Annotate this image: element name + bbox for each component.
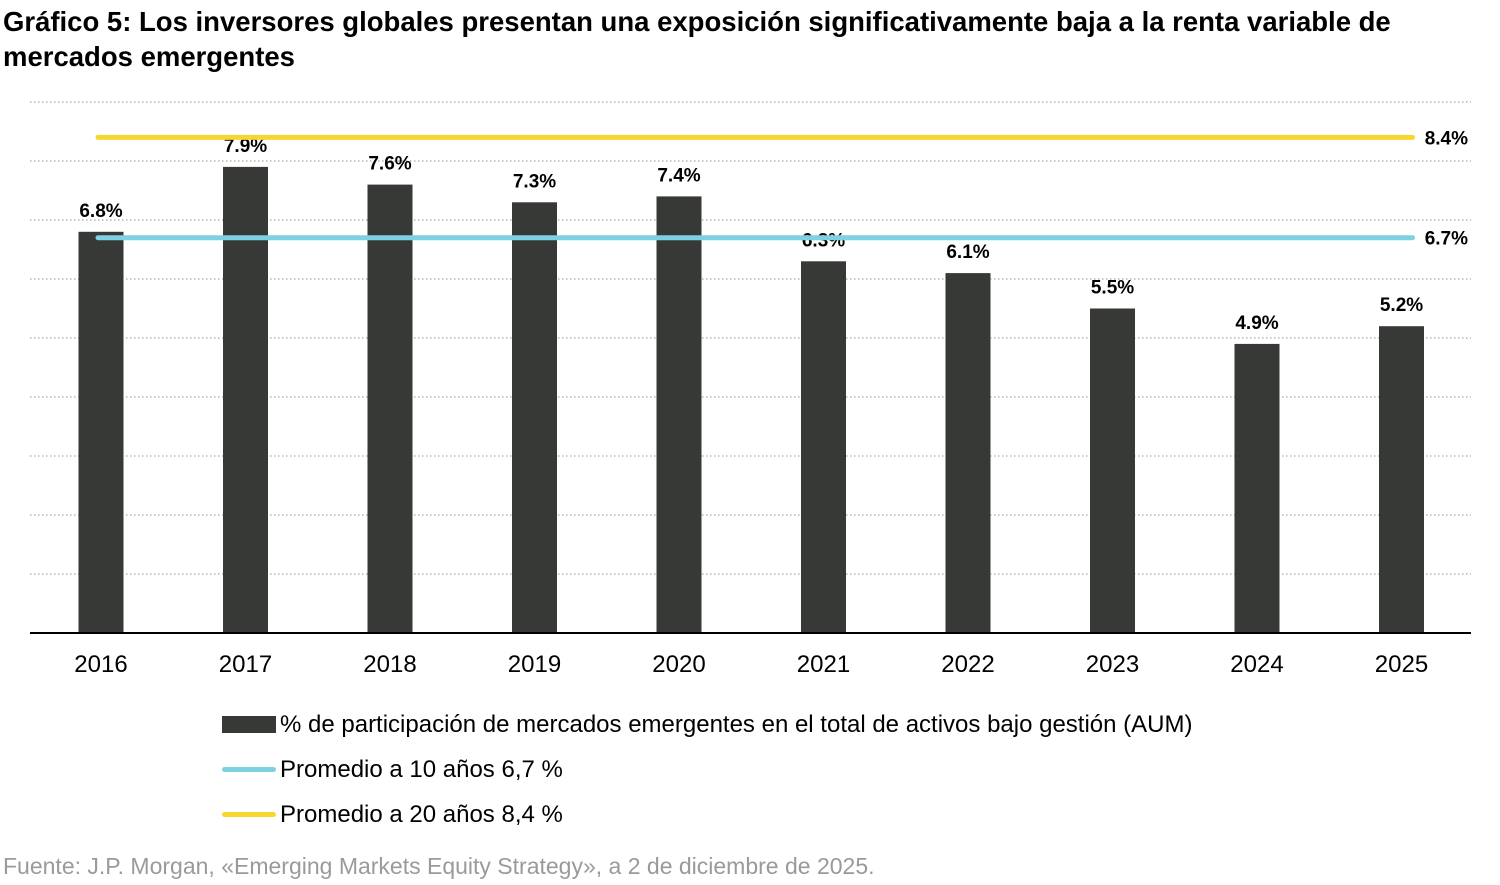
legend-swatch-avg20 xyxy=(222,812,276,817)
reference-line-label: 6.7% xyxy=(1425,229,1468,250)
legend-item-avg10: Promedio a 10 años 6,7 % xyxy=(222,747,1192,792)
x-tick-label: 2024 xyxy=(1230,651,1283,678)
legend-label-share: % de participación de mercados emergente… xyxy=(280,710,1193,738)
x-tick-label: 2022 xyxy=(941,651,994,678)
x-tick-label: 2019 xyxy=(508,651,561,678)
data-label: 6.3% xyxy=(802,230,845,251)
bar xyxy=(1234,343,1280,633)
data-label: 5.2% xyxy=(1380,295,1423,316)
bar xyxy=(223,166,268,633)
legend-item-share: % de participación de mercados emergente… xyxy=(222,702,1192,747)
bar-chart: 6.8% 7.9% 7.6% 7.3% 7.4% 6.3% 6.1% 5.5% 4.9% 5.2%… xyxy=(30,101,1471,678)
bar xyxy=(512,202,557,634)
legend-item-avg20: Promedio a 20 años 8,4 % xyxy=(222,792,1192,837)
x-tick-label: 2017 xyxy=(219,651,272,678)
chart-title: Gráfico 5: Los inversores globales prese… xyxy=(3,6,1391,72)
legend: % de participación de mercados emergente… xyxy=(222,702,1192,837)
legend-swatch-avg10 xyxy=(222,767,276,772)
legend-label-avg20: Promedio a 20 años 8,4 % xyxy=(280,800,563,828)
source-note: Fuente: J.P. Morgan, «Emerging Markets E… xyxy=(3,853,875,879)
data-label: 7.6% xyxy=(368,154,411,175)
legend-label-avg10: Promedio a 10 años 6,7 % xyxy=(280,755,563,783)
data-label: 5.5% xyxy=(1091,278,1134,299)
data-label: 4.9% xyxy=(1235,313,1278,334)
x-tick-label: 2016 xyxy=(74,651,127,678)
bar xyxy=(78,231,124,634)
x-tick-label: 2023 xyxy=(1086,651,1139,678)
legend-swatch-bars xyxy=(222,716,276,733)
data-label: 6.8% xyxy=(79,201,122,222)
bar xyxy=(1379,326,1424,633)
bar xyxy=(801,261,846,633)
reference-line-label: 8.4% xyxy=(1425,128,1468,149)
data-label: 7.3% xyxy=(513,171,556,192)
x-tick-label: 2021 xyxy=(797,651,850,678)
bar xyxy=(367,184,413,633)
data-label: 7.9% xyxy=(224,136,267,157)
x-tick-label: 2025 xyxy=(1375,651,1428,678)
data-label: 6.1% xyxy=(946,242,989,263)
bar xyxy=(1090,308,1135,633)
data-label: 7.4% xyxy=(657,165,700,186)
x-tick-label: 2020 xyxy=(652,651,705,678)
x-tick-label: 2018 xyxy=(363,651,416,678)
bar xyxy=(945,273,991,633)
bar xyxy=(656,196,702,633)
